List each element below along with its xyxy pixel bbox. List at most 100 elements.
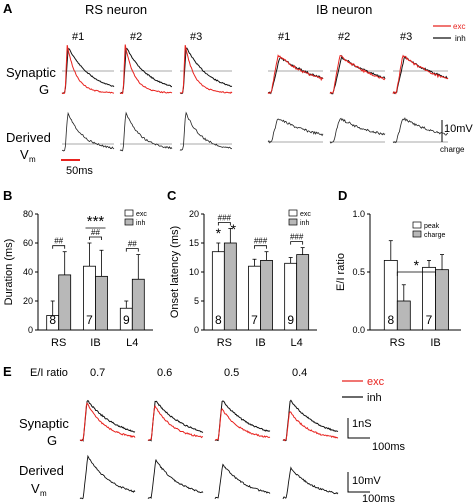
trace-derived xyxy=(214,463,271,500)
trace-exc xyxy=(392,54,449,95)
trace-derived xyxy=(119,111,173,152)
trial-label-ib-1: #1 xyxy=(278,31,290,43)
panel-label-c: C xyxy=(167,188,177,203)
trace-derived xyxy=(392,117,449,144)
trace-inh xyxy=(61,48,115,95)
trace-exc xyxy=(119,44,173,95)
n-label: 8 xyxy=(387,313,394,327)
legend-swatch-exc xyxy=(288,209,298,217)
significance-bracket xyxy=(125,248,139,252)
trace-inh xyxy=(214,400,271,442)
n-label: 9 xyxy=(123,313,130,327)
y-tick-label: 20 xyxy=(23,296,33,306)
significance-label: * xyxy=(414,257,420,273)
charge-label: charge xyxy=(440,145,465,154)
x-tick-label: RS xyxy=(51,337,66,349)
legend-e-label-exc: exc xyxy=(367,376,385,388)
trace-derived xyxy=(282,466,339,500)
legend-label-inh: inh xyxy=(455,34,466,43)
x-tick-label: IB xyxy=(255,337,265,349)
legend-label-inh: inh xyxy=(300,220,309,227)
legend-swatch-inh xyxy=(288,218,298,226)
trace-derived xyxy=(267,118,324,144)
trace-derived xyxy=(61,111,115,152)
legend-label-exc: exc xyxy=(300,211,311,218)
significance-star-inh: * xyxy=(231,221,237,237)
legend-label-peak: peak xyxy=(424,223,440,230)
panel-label-d: D xyxy=(338,188,347,203)
trial-label-rs-1: #1 xyxy=(72,31,84,43)
trace-derived xyxy=(147,459,204,499)
trace-inh xyxy=(282,399,339,442)
e-scale-v-bar xyxy=(347,472,370,493)
x-tick-label: L4 xyxy=(291,337,303,349)
x-tick-label: L4 xyxy=(126,337,138,349)
row-label-synaptic: Synaptic xyxy=(6,65,56,80)
y-tick-label: 0 xyxy=(194,325,199,335)
row-label-derived: Derived xyxy=(6,130,51,145)
trace-inh xyxy=(267,56,324,95)
significance-label: ### xyxy=(290,233,304,242)
y-axis-label: E/I ratio xyxy=(335,253,347,291)
trace-exc xyxy=(282,411,339,442)
bar-inh xyxy=(296,254,310,331)
y-tick-label: 1.0 xyxy=(352,209,365,219)
significance-label: ## xyxy=(128,240,137,249)
e-row-label-derived: Derived xyxy=(19,463,64,478)
y-tick-label: 40 xyxy=(23,267,33,277)
legend-swatch-inh xyxy=(124,218,134,226)
ratio-value-2: 0.6 xyxy=(157,367,172,379)
bar-inh xyxy=(260,259,273,331)
n-label: 7 xyxy=(86,313,93,327)
ratio-value-1: 0.7 xyxy=(90,367,105,379)
legend-swatch-exc xyxy=(124,209,134,217)
significance-bracket xyxy=(396,271,436,276)
trace-exc xyxy=(79,402,136,442)
significance-bracket xyxy=(89,236,102,240)
x-tick-label: IB xyxy=(430,337,440,349)
time-scale-label: 50ms xyxy=(66,165,93,177)
panel-label-a: A xyxy=(3,1,13,16)
e-scale-t2-label: 100ms xyxy=(362,493,396,504)
n-label: 7 xyxy=(426,313,433,327)
chart-ei-ratio: 0.0 0.5 1.0 E/I ratio RS 8 IB 7 peak charge * xyxy=(335,209,461,349)
legend-label-inh: inh xyxy=(136,220,145,227)
x-tick-label: RS xyxy=(217,337,232,349)
y-tick-label: 60 xyxy=(23,238,33,248)
x-tick-label: IB xyxy=(90,337,100,349)
significance-bracket xyxy=(254,245,267,249)
y-tick-label: 20 xyxy=(189,209,199,219)
legend-e-label-inh: inh xyxy=(367,392,382,404)
trace-exc xyxy=(267,54,324,95)
significance-label: ## xyxy=(91,228,100,237)
significance-bracket xyxy=(217,222,231,226)
y-tick-label: 80 xyxy=(23,209,33,219)
ratio-value-3: 0.5 xyxy=(224,367,239,379)
bar-inh xyxy=(95,275,108,331)
y-tick-label: 0.5 xyxy=(352,267,365,277)
trial-label-ib-2: #2 xyxy=(338,31,350,43)
n-label: 8 xyxy=(215,313,222,327)
row-label-v: V xyxy=(20,147,29,162)
trace-inh xyxy=(119,47,172,94)
significance-stars: *** xyxy=(87,213,105,230)
row-label-m: m xyxy=(29,155,36,164)
legend-label-charge: charge xyxy=(424,232,446,239)
rs-title: RS neuron xyxy=(85,2,147,17)
chart-onset-latency: 0 5 10 15 20 Onset latency (ms) RS 8 ### IB 7 ### L4… xyxy=(169,209,317,349)
n-label: 8 xyxy=(49,313,56,327)
trace-inh xyxy=(79,399,136,442)
trace-exc xyxy=(214,408,271,441)
trial-label-ib-3: #3 xyxy=(400,31,412,43)
significance-bracket xyxy=(290,241,304,245)
bar-charge xyxy=(396,300,411,331)
y-axis-label: Onset latency (ms) xyxy=(169,226,181,318)
trial-label-rs-2: #2 xyxy=(130,31,142,43)
bar-inh xyxy=(131,278,145,331)
y-tick-label: 15 xyxy=(189,238,199,248)
chart-duration: 0 20 40 60 80 Duration (ms) RS 8 ## IB 7 ## L4 9 ## exc… xyxy=(3,209,153,349)
trace-inh xyxy=(179,47,233,95)
y-tick-label: 5 xyxy=(194,296,199,306)
trace-exc xyxy=(61,44,115,95)
